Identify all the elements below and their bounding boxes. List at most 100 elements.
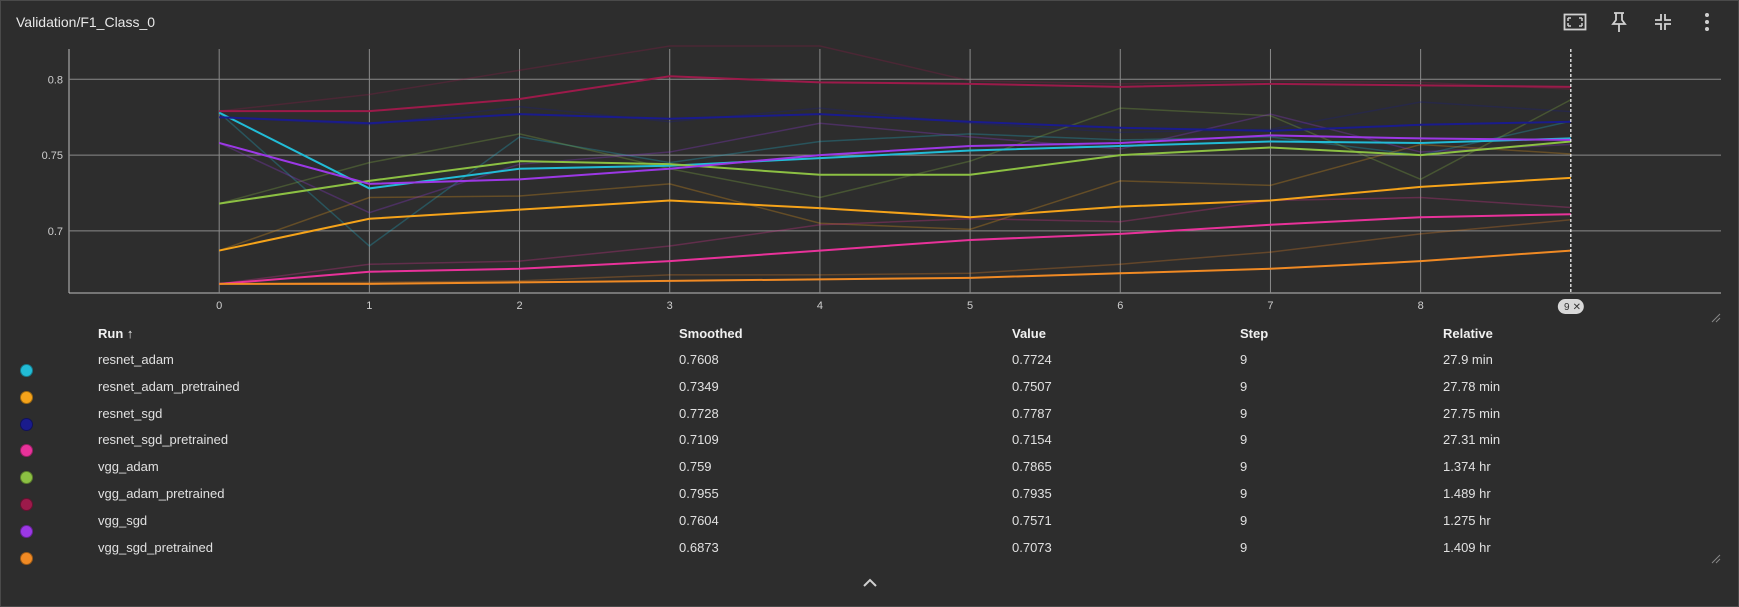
run-color-dot[interactable] bbox=[20, 551, 33, 565]
table-row[interactable]: resnet_sgd 0.7728 0.7787 9 27.75 min bbox=[1, 406, 1721, 432]
cell-value: 0.7787 bbox=[1012, 405, 1052, 421]
cell-step: 9 bbox=[1240, 378, 1248, 394]
cell-smoothed: 0.7349 bbox=[679, 378, 719, 394]
run-color-dot[interactable] bbox=[20, 390, 33, 404]
series-raw-line bbox=[218, 99, 1572, 205]
series-line[interactable] bbox=[219, 75, 1571, 113]
cell-relative: 1.275 hr bbox=[1443, 512, 1491, 528]
table-row[interactable]: resnet_adam 0.7608 0.7724 9 27.9 min bbox=[1, 352, 1721, 378]
cell-relative: 1.374 hr bbox=[1443, 459, 1491, 475]
cell-step: 9 bbox=[1240, 405, 1248, 421]
cell-run: resnet_adam_pretrained bbox=[98, 378, 240, 394]
series-line[interactable] bbox=[218, 176, 1571, 252]
pin-icon bbox=[1611, 12, 1627, 32]
cell-step: 9 bbox=[1240, 352, 1248, 367]
x-tick-label: 8 bbox=[1418, 300, 1424, 312]
x-tick-label: 2 bbox=[516, 300, 522, 312]
x-tick-label: 5 bbox=[967, 300, 973, 312]
step-badge-close-icon[interactable]: ✕ bbox=[1573, 302, 1581, 313]
y-tick-label: 0.8 bbox=[48, 74, 63, 86]
cell-run: vgg_adam bbox=[98, 459, 159, 475]
run-color-dot[interactable] bbox=[20, 417, 33, 431]
x-tick-label: 3 bbox=[667, 300, 673, 312]
table-row[interactable]: resnet_sgd_pretrained 0.7109 0.7154 9 27.31 … bbox=[1, 432, 1721, 458]
cell-relative: 27.31 min bbox=[1443, 432, 1501, 448]
cell-step: 9 bbox=[1240, 432, 1248, 448]
run-color-dot[interactable] bbox=[20, 444, 33, 458]
y-tick-label: 0.75 bbox=[42, 150, 63, 162]
run-color-dot[interactable] bbox=[20, 524, 33, 538]
cell-smoothed: 0.759 bbox=[679, 459, 712, 475]
cell-relative: 1.489 hr bbox=[1443, 486, 1491, 501]
table-row[interactable]: vgg_sgd_pretrained 0.6873 0.7073 9 1.409 hr bbox=[1, 540, 1721, 566]
line-chart[interactable]: 0.7 0.75 0.8 0 1 2 3 4 5 6 7 8 9 ✕ bbox=[1, 41, 1738, 321]
chart-resize-handle-icon[interactable] bbox=[1711, 313, 1721, 323]
table-row[interactable]: resnet_adam_pretrained 0.7349 0.7507 9 27.78… bbox=[1, 379, 1721, 405]
cell-relative: 1.409 hr bbox=[1443, 539, 1491, 555]
cell-smoothed: 0.7109 bbox=[679, 432, 719, 448]
cell-run: resnet_adam bbox=[98, 352, 174, 367]
run-color-dot[interactable] bbox=[20, 498, 33, 511]
cell-value: 0.7154 bbox=[1012, 432, 1052, 448]
cell-run: resnet_sgd bbox=[98, 405, 163, 421]
header-relative[interactable]: Relative bbox=[1443, 326, 1493, 341]
fit-domain-icon bbox=[1563, 13, 1587, 31]
table-row[interactable]: vgg_adam 0.759 0.7865 9 1.374 hr bbox=[1, 459, 1721, 485]
cell-run: vgg_sgd_pretrained bbox=[98, 539, 213, 555]
cell-relative: 27.78 min bbox=[1443, 378, 1501, 394]
header-smoothed[interactable]: Smoothed bbox=[679, 326, 743, 341]
run-color-dot[interactable] bbox=[20, 364, 33, 377]
x-tick-label: 7 bbox=[1267, 300, 1273, 312]
cell-run: vgg_adam_pretrained bbox=[98, 486, 225, 501]
cell-smoothed: 0.7608 bbox=[679, 352, 719, 367]
series-line[interactable] bbox=[218, 111, 1571, 190]
series-raw-line bbox=[219, 219, 1571, 285]
series-line[interactable] bbox=[218, 134, 1571, 185]
cell-run: resnet_sgd_pretrained bbox=[98, 432, 229, 448]
card-toolbar bbox=[1562, 11, 1720, 33]
table-row[interactable]: vgg_adam_pretrained 0.7955 0.7935 9 1.489 hr bbox=[1, 486, 1721, 512]
cell-value: 0.7507 bbox=[1012, 378, 1052, 394]
header-value[interactable]: Value bbox=[1012, 326, 1046, 341]
y-tick-label: 0.7 bbox=[48, 226, 63, 238]
more-vert-icon bbox=[1705, 13, 1709, 31]
cell-value: 0.7571 bbox=[1012, 512, 1052, 528]
series-raw-line bbox=[219, 101, 1571, 134]
series-raw-line bbox=[218, 143, 1571, 252]
header-run[interactable]: Run ↑ bbox=[98, 326, 134, 341]
cell-step: 9 bbox=[1240, 539, 1248, 555]
x-tick-label: 4 bbox=[817, 300, 823, 312]
cell-smoothed: 0.7955 bbox=[679, 486, 719, 501]
cell-run: vgg_sgd bbox=[98, 512, 148, 528]
series-line[interactable] bbox=[219, 213, 1571, 285]
fit-domain-button[interactable] bbox=[1562, 11, 1588, 33]
pin-button[interactable] bbox=[1606, 11, 1632, 33]
series-raw-line bbox=[218, 113, 1571, 214]
collapse-icon bbox=[1655, 14, 1671, 30]
cell-step: 9 bbox=[1240, 459, 1248, 475]
cell-value: 0.7865 bbox=[1012, 459, 1052, 475]
more-menu-button[interactable] bbox=[1694, 11, 1720, 33]
step-badge-label: 9 bbox=[1564, 302, 1570, 313]
collapse-button[interactable] bbox=[1650, 11, 1676, 33]
table-resize-handle-icon[interactable] bbox=[1711, 554, 1721, 564]
cell-value: 0.7724 bbox=[1012, 352, 1052, 367]
cell-smoothed: 0.7728 bbox=[679, 405, 719, 421]
expand-up-icon[interactable] bbox=[859, 575, 881, 591]
step-badge[interactable] bbox=[1557, 299, 1584, 314]
table-row[interactable]: vgg_sgd 0.7604 0.7571 9 1.275 hr bbox=[1, 513, 1721, 539]
series-raw-line bbox=[218, 112, 1571, 247]
cell-relative: 27.75 min bbox=[1443, 405, 1501, 421]
cell-relative: 27.9 min bbox=[1443, 352, 1493, 367]
cell-value: 0.7073 bbox=[1012, 539, 1052, 555]
series-line[interactable] bbox=[219, 140, 1571, 205]
x-tick-label: 0 bbox=[216, 300, 222, 312]
series-line[interactable] bbox=[219, 249, 1571, 285]
run-color-dot[interactable] bbox=[20, 471, 33, 485]
series-raw-line bbox=[219, 196, 1571, 285]
header-step[interactable]: Step bbox=[1240, 326, 1269, 341]
series-line[interactable] bbox=[219, 113, 1571, 132]
cell-step: 9 bbox=[1240, 486, 1248, 501]
cell-smoothed: 0.7604 bbox=[679, 512, 719, 528]
